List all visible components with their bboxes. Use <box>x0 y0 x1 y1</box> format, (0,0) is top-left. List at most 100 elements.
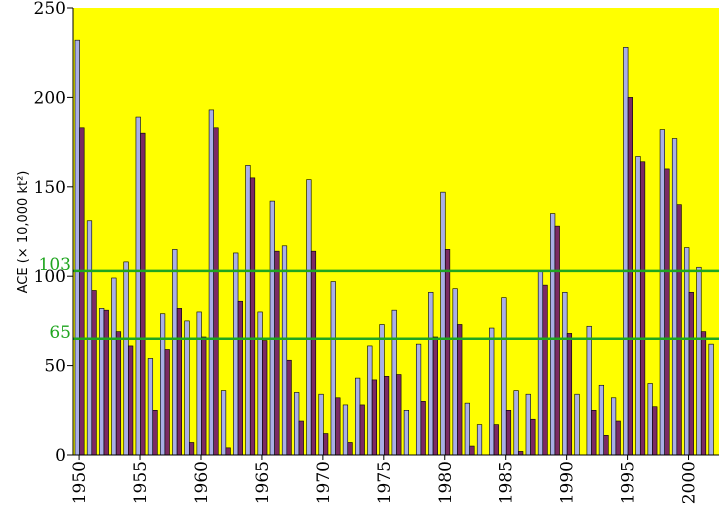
bar <box>103 309 109 456</box>
bar <box>257 311 263 456</box>
bar <box>99 308 105 456</box>
bar <box>237 300 243 456</box>
y-tick-label: 0 <box>55 446 66 466</box>
bar <box>342 404 349 456</box>
bar <box>635 156 641 456</box>
x-tick-label: 1990 <box>558 461 578 504</box>
reference-line-label: 65 <box>49 323 71 343</box>
bar <box>318 393 324 456</box>
y-tick-label: 100 <box>34 267 66 287</box>
y-tick-label: 150 <box>34 178 66 198</box>
y-tick-label: 50 <box>44 357 66 377</box>
bar <box>659 129 665 456</box>
bar <box>708 343 714 456</box>
bar <box>286 359 292 456</box>
bar <box>330 281 336 456</box>
bar <box>598 384 605 456</box>
bar <box>505 409 512 456</box>
bar <box>476 424 483 456</box>
bar <box>513 390 519 456</box>
bar <box>700 331 707 456</box>
bar <box>188 442 195 456</box>
bar <box>294 392 300 456</box>
bar <box>530 418 536 456</box>
bar <box>493 424 499 456</box>
bar <box>684 247 690 456</box>
bar <box>160 313 166 456</box>
bar <box>135 116 141 456</box>
bar <box>74 39 80 456</box>
bar <box>262 340 268 456</box>
bar <box>562 291 568 456</box>
bar <box>566 333 573 456</box>
y-tick-label: 200 <box>34 88 66 108</box>
bar <box>639 161 646 456</box>
bar <box>415 343 422 456</box>
bar <box>671 138 678 456</box>
bar <box>688 291 694 456</box>
bar <box>233 252 239 456</box>
bar <box>111 277 117 456</box>
x-tick-label: 1965 <box>253 461 273 504</box>
bar <box>574 393 580 456</box>
x-tick-label: 2000 <box>680 461 700 504</box>
reference-line-label: 103 <box>39 255 71 275</box>
bar <box>184 320 190 456</box>
bar <box>586 325 592 456</box>
bar <box>379 324 385 456</box>
bar <box>428 291 434 456</box>
bar <box>91 290 97 456</box>
bar <box>537 270 544 456</box>
bar <box>525 393 531 456</box>
bar <box>274 250 280 456</box>
bar <box>281 245 288 456</box>
bar <box>123 261 129 456</box>
bar <box>225 447 231 456</box>
bar <box>440 191 446 456</box>
y-axis-label: ACE (× 10,000 kt²) <box>16 171 31 294</box>
bar <box>676 204 682 456</box>
bar <box>384 376 390 456</box>
bar <box>403 409 409 456</box>
bar <box>554 225 560 456</box>
bar <box>213 127 219 456</box>
bar <box>444 249 451 456</box>
bar <box>355 377 361 456</box>
bar <box>627 97 633 456</box>
bar <box>323 433 329 456</box>
x-tick-label: 1960 <box>192 461 212 504</box>
x-tick-label: 1970 <box>314 461 334 504</box>
bar <box>396 374 402 456</box>
x-tick-label: 1995 <box>619 461 639 504</box>
bar <box>347 442 353 456</box>
bar <box>335 397 341 456</box>
bar <box>249 177 256 456</box>
bar <box>469 445 475 456</box>
bar <box>611 397 617 456</box>
x-tick-label: 1950 <box>70 461 90 504</box>
bar <box>147 358 154 456</box>
bar <box>201 336 207 456</box>
bar <box>615 420 621 456</box>
bar <box>489 327 495 456</box>
x-tick-label: 1980 <box>436 461 456 504</box>
bar <box>140 132 146 456</box>
bar <box>457 324 463 456</box>
x-tick-label: 1975 <box>375 461 395 504</box>
bar <box>172 249 178 456</box>
bar <box>298 420 304 456</box>
bar <box>196 311 202 456</box>
bar <box>306 179 312 456</box>
bar <box>128 345 134 456</box>
bar <box>623 47 629 456</box>
bar <box>452 288 458 456</box>
bar <box>367 345 373 456</box>
x-tick-label: 1985 <box>497 461 517 504</box>
bar <box>269 200 275 456</box>
bar <box>152 409 158 456</box>
y-tick-label: 250 <box>34 0 66 19</box>
bar <box>603 435 609 456</box>
bar <box>696 266 702 456</box>
bar <box>79 127 85 456</box>
